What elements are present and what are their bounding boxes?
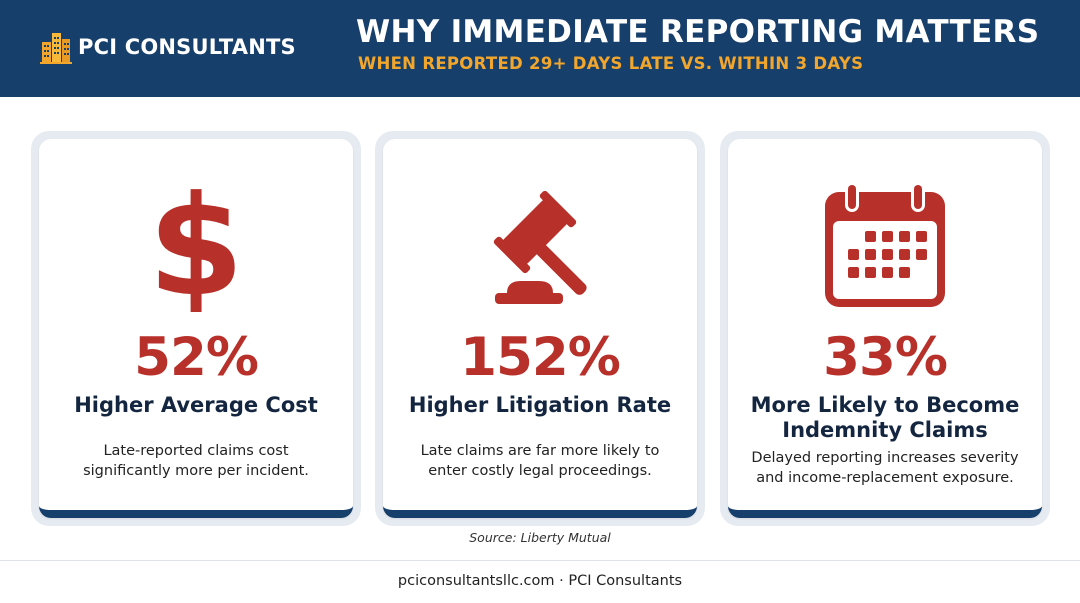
stat-card-inner: $ 52% Higher Average Cost Late-reported … <box>39 139 353 518</box>
page-title: WHY IMMEDIATE REPORTING MATTERS <box>356 14 1040 50</box>
stat-card-inner: 33% More Likely to Become Indemnity Clai… <box>728 139 1042 518</box>
footer-divider <box>0 560 1080 561</box>
stat-value: 33% <box>823 327 948 388</box>
stat-value: 52% <box>134 327 259 388</box>
stat-value: 152% <box>460 327 621 388</box>
stat-label: More Likely to Become Indemnity Claims <box>728 393 1042 443</box>
stat-card-litigation: 152% Higher Litigation Rate Late claims … <box>375 131 705 526</box>
desc-line: Late claims are far more likely to <box>420 443 660 459</box>
stat-description: Late-reported claims cost significantly … <box>49 441 343 481</box>
footer-text[interactable]: pciconsultantsllc.com · PCI Consultants <box>397 573 683 589</box>
stat-card-indemnity: 33% More Likely to Become Indemnity Clai… <box>720 131 1050 526</box>
desc-line: Delayed reporting increases severity <box>751 450 1019 466</box>
brand-name: PCI CONSULTANTS <box>78 35 296 59</box>
label-line: Indemnity Claims <box>782 418 988 442</box>
brand-logo[interactable]: PCI CONSULTANTS <box>40 30 296 64</box>
label-line: More Likely to Become <box>750 393 1020 417</box>
desc-line: enter costly legal proceedings. <box>428 463 652 479</box>
icon-container <box>383 177 697 312</box>
stat-label: Higher Litigation Rate <box>408 393 672 417</box>
desc-line: Late-reported claims cost <box>103 443 289 459</box>
dollar-icon: $ <box>148 177 244 312</box>
desc-line: and income-replacement exposure. <box>756 470 1014 486</box>
icon-container: $ <box>39 177 353 312</box>
gavel-icon <box>493 190 587 304</box>
stat-description: Delayed reporting increases severity and… <box>738 448 1032 488</box>
stat-description: Late claims are far more likely to enter… <box>393 441 687 481</box>
source-citation: Source: Liberty Mutual <box>469 530 611 545</box>
page-subtitle: WHEN REPORTED 29+ DAYS LATE VS. WITHIN 3… <box>358 54 864 73</box>
icon-container <box>728 177 1042 312</box>
svg-text:$: $ <box>148 177 244 312</box>
stat-label: Higher Average Cost <box>74 393 318 417</box>
desc-line: significantly more per incident. <box>83 463 309 479</box>
stat-card-cost: $ 52% Higher Average Cost Late-reported … <box>31 131 361 526</box>
stat-card-inner: 152% Higher Litigation Rate Late claims … <box>383 139 697 518</box>
building-logo-icon <box>40 33 72 64</box>
calendar-icon <box>825 182 945 307</box>
header-banner: PCI CONSULTANTS WHY IMMEDIATE REPORTING … <box>0 0 1080 97</box>
